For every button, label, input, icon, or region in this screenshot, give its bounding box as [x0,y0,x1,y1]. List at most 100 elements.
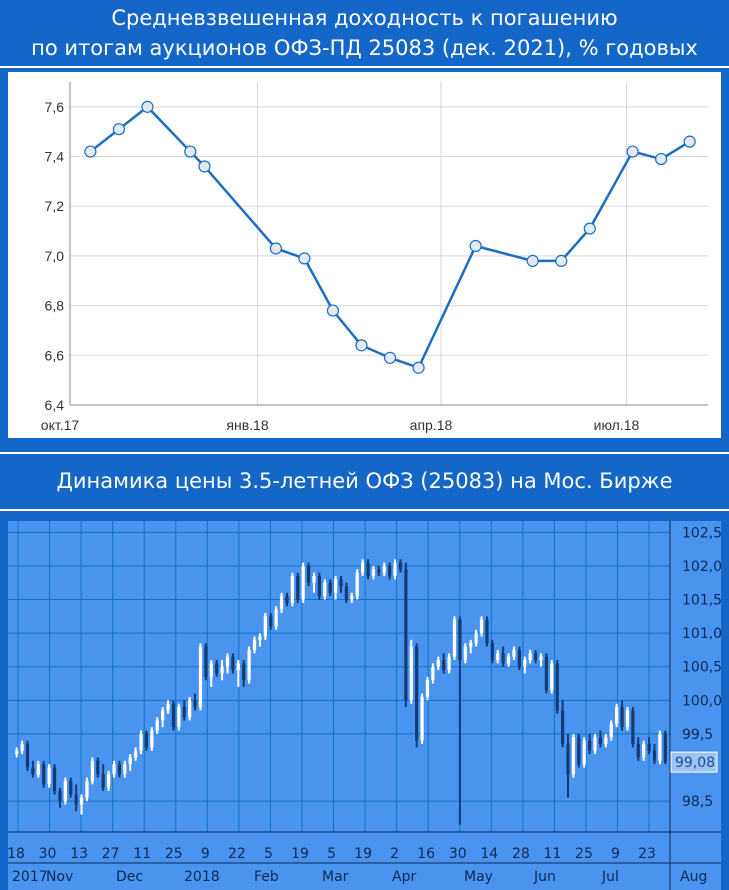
x-day-label: 23 [638,846,656,862]
y-tick-label: 98,5 [682,794,713,810]
candle-body [506,656,511,664]
x-day-label: 30 [449,846,467,862]
candle-body [393,562,397,577]
candle-body [58,791,62,802]
candle-body [101,774,105,788]
x-month-label: 2017 [12,869,48,885]
x-day-label: 2 [390,846,399,862]
candle-body [301,565,305,600]
candle-body [598,737,603,745]
x-day-label: 16 [417,846,435,862]
candle-body [333,579,338,593]
candle-body [220,666,224,674]
candle-body [615,707,619,724]
candle-body [328,582,332,593]
candle-body [63,780,67,802]
candle-body [274,609,278,627]
yield-point [112,123,126,136]
x-day-label: 18 [8,846,25,862]
candle-body [436,660,440,667]
candle-body [69,780,73,795]
x-month-label: May [464,869,493,885]
x-day-label: 22 [228,846,246,862]
candle-body [555,663,559,711]
candle-body [317,576,322,597]
yield-point [655,152,668,166]
candle-body [252,639,257,650]
candle-body [577,737,581,765]
candle-body [474,633,478,644]
yield-point [326,304,340,317]
candle-body [588,740,592,751]
candle-body [193,700,197,708]
x-tick-label: июл.18 [594,417,640,433]
x-day-label: 9 [611,846,620,862]
candle-body [447,656,451,671]
candle-body [242,663,246,681]
candle-body [642,744,646,758]
candle-body [582,740,586,765]
candle-body [409,646,413,701]
yield-point [269,242,282,255]
yield-point [412,361,425,374]
candle-body [533,653,538,661]
candle-body [371,569,376,577]
candle-body [593,737,597,751]
candle-body [355,572,359,597]
y-tick-label: 100,0 [682,693,721,709]
candle-body [161,710,165,721]
candle-body [490,643,494,661]
candle-body [263,616,267,637]
candle-body [290,576,294,603]
candle-body [344,586,349,600]
candle-body [544,656,549,691]
x-month-label: Dec [116,869,143,885]
x-month-label: Apr [392,869,416,885]
candle-body [231,656,235,671]
candle-body [258,636,262,640]
x-month-label: Jun [533,869,556,885]
x-day-label: 13 [70,846,88,862]
candle-body [620,707,624,728]
x-month-label: Mar [322,869,349,885]
candle-body [85,780,89,798]
yield-point [683,135,696,148]
candle-body [323,582,327,597]
plot-background [8,521,721,890]
candle-body [247,649,251,681]
candle-body [31,767,35,775]
candle-body [177,707,181,728]
y-tick-label: 6,8 [45,298,65,314]
candle-body [442,660,446,671]
candle-body [360,562,365,573]
candle-body [458,619,462,661]
candle-body [188,700,192,718]
candle-body [96,760,100,775]
candle-body [496,653,500,661]
x-day-label: 27 [102,846,120,862]
yield-point [298,252,311,265]
yield-chart-title-line-2: по итогам аукционов ОФЗ-ПД 25083 (дек. 2… [31,36,698,60]
candle-body [144,733,149,748]
candle-body [652,750,657,761]
x-month-label: Aug [680,869,707,885]
yield-chart-title: Средневзвешенная доходность к погашению … [0,3,729,63]
candle-body [209,663,213,677]
candle-body [485,619,489,644]
candle-body [25,744,30,768]
candle-body [139,733,143,751]
candle-body [452,619,457,657]
candle-body [571,737,576,775]
top-separator [0,66,729,68]
yield-point [469,239,482,253]
x-month-label: Feb [254,869,279,885]
candle-body [431,666,435,681]
candle-body [550,663,554,691]
candle-body [42,764,46,785]
current-price-box [670,751,718,773]
x-tick-label: окт.17 [41,417,80,433]
candle-body [198,646,203,708]
candle-body [647,744,651,751]
y-tick-label: 102,5 [682,525,721,541]
candle-body [204,646,208,677]
